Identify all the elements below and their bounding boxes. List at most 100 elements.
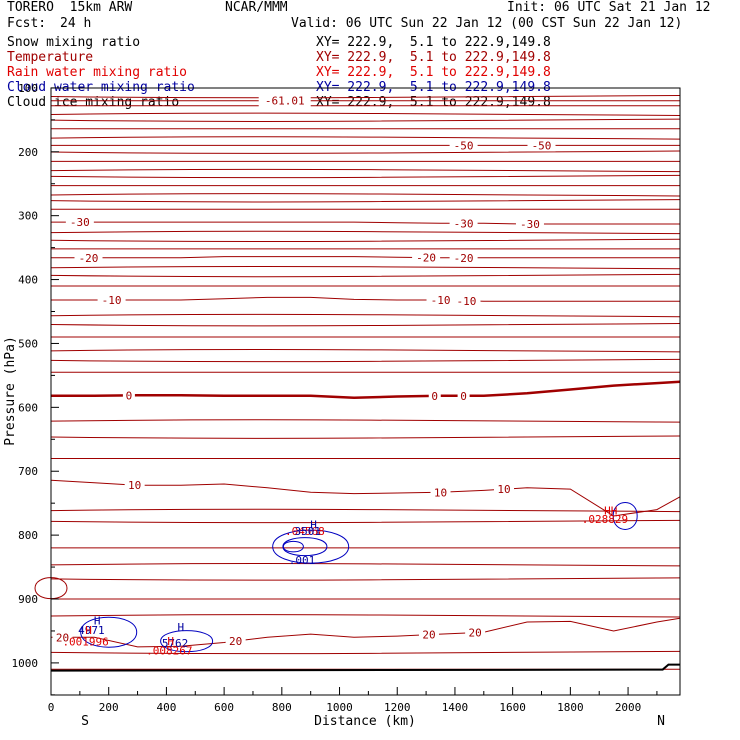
x-tick-label: 400	[156, 701, 176, 714]
isotherm-background-line	[50, 273, 681, 278]
contour-annotation: H	[178, 621, 185, 634]
x-tick-label: 800	[272, 701, 292, 714]
x-tick-label: 600	[214, 701, 234, 714]
organization: NCAR/MMM	[225, 0, 288, 15]
isotherm-background-line	[50, 265, 681, 270]
x-tick-label: 1600	[499, 701, 526, 714]
contour-annotation: .008267	[146, 645, 192, 658]
cloud-water-contour	[282, 537, 328, 557]
x-tick-label: 1400	[442, 701, 469, 714]
cloud-water-contour	[282, 540, 304, 553]
contour-annotation: 4971	[78, 624, 105, 637]
isotherm-line	[51, 296, 680, 302]
isotherm-background-line	[50, 349, 681, 353]
isotherm-label: -10	[102, 294, 122, 307]
x-tick-label: 1200	[384, 701, 411, 714]
isotherm-background-line	[50, 323, 681, 327]
contour-annotation: .001	[289, 554, 316, 567]
isotherm-background-line	[50, 168, 681, 173]
isotherm-label-bg	[527, 139, 556, 152]
isotherm-background-line	[50, 419, 681, 423]
cloud-water-contour	[272, 529, 350, 564]
x-tick-label: 2000	[615, 701, 642, 714]
isotherm-background-line	[50, 136, 681, 140]
isotherm-label: -61.01	[265, 95, 305, 108]
isotherm-label: -30	[70, 216, 90, 229]
y-axis-title: Pressure (hPa)	[3, 336, 18, 446]
x-tick-label: 200	[99, 701, 119, 714]
contour-annotation: H	[85, 624, 92, 637]
x-tick-label: 0	[48, 701, 55, 714]
isotherm-label-bg	[430, 486, 451, 499]
y-tick-label: 500	[18, 337, 38, 350]
cloud-water-contour	[612, 501, 638, 530]
isotherm-label-bg	[225, 635, 246, 648]
ground-surface-line	[50, 663, 680, 672]
isotherm-background-line	[50, 577, 681, 581]
model-title: TORERO 15km ARW	[7, 0, 133, 15]
isotherm-label: 0	[431, 390, 438, 403]
contour-annotation: .001996	[62, 636, 108, 649]
xy-range-snow: XY= 222.9, 5.1 to 222.9,149.8	[316, 35, 551, 50]
valid-time: Valid: 06 UTC Sun 22 Jan 12 (00 CST Sun …	[291, 16, 683, 31]
init-time: Init: 06 UTC Sat 21 Jan 12	[507, 0, 711, 15]
isotherm-line	[51, 221, 680, 225]
isotherm-label-bg	[74, 251, 103, 264]
isotherm-label: 10	[434, 486, 447, 499]
isotherm-label-bg	[457, 389, 470, 402]
isotherm-line	[50, 479, 681, 517]
contour-annotation: 5762	[162, 637, 189, 650]
y-tick-label: 900	[18, 593, 38, 606]
isotherm-label: -10	[457, 295, 477, 308]
isotherm-label: -30	[454, 217, 474, 230]
isotherm-label-bg	[449, 139, 478, 152]
isotherm-background-line	[50, 94, 681, 99]
x-axis-title: Distance (km)	[314, 714, 416, 729]
cloud-contours	[34, 501, 638, 653]
isotherm-label: 0	[126, 389, 133, 402]
isotherm-label: -20	[454, 252, 474, 265]
isotherm-background-line	[50, 358, 681, 363]
isotherm-label: -10	[431, 294, 451, 307]
isotherm-label: 20	[229, 635, 242, 648]
y-tick-label: 800	[18, 529, 38, 542]
legend-rain: Rain water mixing ratio	[7, 65, 188, 80]
isotherm-background-line	[50, 112, 681, 116]
legend-temperature: Temperature	[7, 50, 94, 65]
isotherm-background-line	[50, 238, 681, 243]
isotherm-background-line	[50, 230, 681, 235]
isotherm-label: -20	[416, 252, 436, 265]
isotherm-label: 20	[422, 629, 435, 642]
isotherm-label-bg	[493, 483, 514, 496]
isotherm-label-bg	[124, 479, 145, 492]
plot-frame	[50, 87, 681, 696]
y-tick-label: 600	[18, 401, 38, 414]
isotherm-line	[51, 617, 681, 648]
y-tick-label: 200	[18, 146, 38, 159]
legend-snow: Snow mixing ratio	[7, 35, 141, 50]
forecast-hour: 24 h	[60, 16, 92, 31]
contour-annotation: 3501	[295, 525, 322, 538]
isotherm-label-bg	[122, 389, 135, 402]
contour-annotation: HH	[604, 505, 617, 518]
isotherm-line	[51, 256, 680, 259]
contour-annotation: .028829	[582, 513, 628, 526]
isotherm-label-bg	[412, 251, 441, 264]
isotherm-line	[51, 380, 681, 400]
isotherm-background-line	[50, 614, 681, 618]
xy-range-rain: XY= 222.9, 5.1 to 222.9,149.8	[316, 65, 551, 80]
isotherm-label: 0	[460, 390, 467, 403]
north-label: N	[657, 714, 665, 729]
isotherm-label-bg	[418, 628, 439, 641]
isotherm-closed-contour	[34, 577, 68, 600]
cloud-water-contour	[80, 616, 138, 648]
isotherm-label-bg	[65, 216, 94, 229]
isotherm-label: 10	[128, 479, 141, 492]
x-tick-label: 1000	[326, 701, 353, 714]
isotherm-label: -50	[454, 139, 474, 152]
isotherm-label: -50	[532, 139, 552, 152]
ground-surface	[50, 663, 680, 672]
isotherm-background-line	[50, 313, 681, 318]
